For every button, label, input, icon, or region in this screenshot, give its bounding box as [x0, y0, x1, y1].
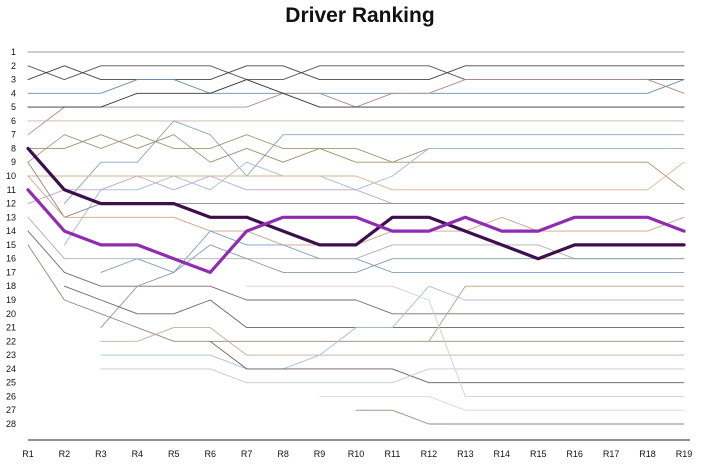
x-tick-label: R6: [204, 449, 216, 459]
y-tick-label: 2: [11, 61, 16, 71]
series-line: [100, 230, 685, 273]
y-tick-labels: 1234567891011121314151617181920212223242…: [6, 47, 16, 429]
y-tick-label: 11: [7, 185, 16, 195]
series-line: [27, 79, 685, 94]
series-lines: [27, 51, 685, 425]
series-line: [27, 161, 685, 191]
x-tick-label: R2: [59, 449, 71, 459]
x-tick-label: R1: [22, 449, 34, 459]
x-tick-labels: R1 R2 R3 R4 R5 R6 R7 R8 R9 R10 R11 R12 R13 R14 R15 R16 R…: [22, 449, 692, 459]
series-line: [100, 285, 685, 370]
y-tick-label: 16: [6, 254, 16, 264]
series-line: [27, 244, 685, 342]
y-tick-label: 14: [6, 226, 16, 236]
y-tick-label: 10: [6, 171, 16, 181]
y-tick-label: 4: [11, 88, 16, 98]
y-tick-label: 1: [11, 47, 16, 57]
y-tick-label: 13: [6, 212, 16, 222]
x-tick-label: R15: [530, 449, 547, 459]
y-tick-label: 7: [11, 130, 16, 140]
x-tick-label: R14: [494, 449, 511, 459]
x-tick-label: R18: [639, 449, 656, 459]
y-tick-label: 15: [6, 240, 16, 250]
y-tick-label: 21: [6, 323, 16, 333]
series-line: [100, 244, 685, 329]
series-line: [100, 327, 685, 356]
highlight-series-lines: [26, 146, 686, 274]
y-tick-label: 18: [6, 281, 16, 291]
series-line: [246, 285, 685, 397]
series-line: [209, 340, 685, 384]
y-tick-label: 28: [6, 419, 16, 429]
x-tick-label: R17: [603, 449, 620, 459]
series-line: [319, 395, 685, 411]
series-line: [27, 216, 685, 260]
x-tick-label: R8: [277, 449, 289, 459]
x-tick-label: R9: [314, 449, 326, 459]
y-tick-label: 9: [11, 157, 16, 167]
x-tick-label: R5: [168, 449, 180, 459]
y-tick-label: 27: [6, 405, 16, 415]
series-line: [27, 65, 685, 81]
series-line: [428, 285, 685, 342]
chart-title: Driver Ranking: [285, 4, 435, 27]
series-line: [27, 79, 685, 108]
series-line: [100, 368, 685, 384]
series-line: [27, 134, 685, 191]
series-line: [27, 175, 685, 246]
x-tick-label: R10: [348, 449, 365, 459]
series-line: [27, 65, 685, 81]
x-tick-label: R11: [385, 449, 401, 459]
y-tick-label: 25: [6, 378, 16, 388]
y-tick-label: 24: [6, 364, 16, 374]
highlight-series-line: [26, 188, 686, 274]
x-tick-label: R3: [95, 449, 107, 459]
y-tick-label: 5: [11, 102, 16, 112]
y-tick-label: 3: [11, 75, 16, 85]
x-tick-label: R4: [132, 449, 144, 459]
y-tick-label: 22: [6, 336, 16, 346]
x-tick-label: R13: [457, 449, 474, 459]
y-tick-label: 23: [6, 350, 16, 360]
x-tick-label: R16: [566, 449, 583, 459]
y-tick-label: 6: [11, 116, 16, 126]
y-tick-label: 8: [11, 143, 16, 153]
y-tick-label: 17: [6, 267, 16, 277]
series-line: [63, 120, 685, 205]
x-tick-label: R19: [676, 449, 693, 459]
y-tick-label: 19: [6, 295, 16, 305]
x-tick-label: R12: [421, 449, 438, 459]
y-tick-label: 26: [6, 391, 16, 401]
highlight-series-line: [26, 146, 686, 261]
y-tick-label: 20: [6, 309, 16, 319]
series-line: [355, 409, 685, 425]
y-tick-label: 12: [6, 199, 16, 209]
x-tick-label: R7: [241, 449, 253, 459]
